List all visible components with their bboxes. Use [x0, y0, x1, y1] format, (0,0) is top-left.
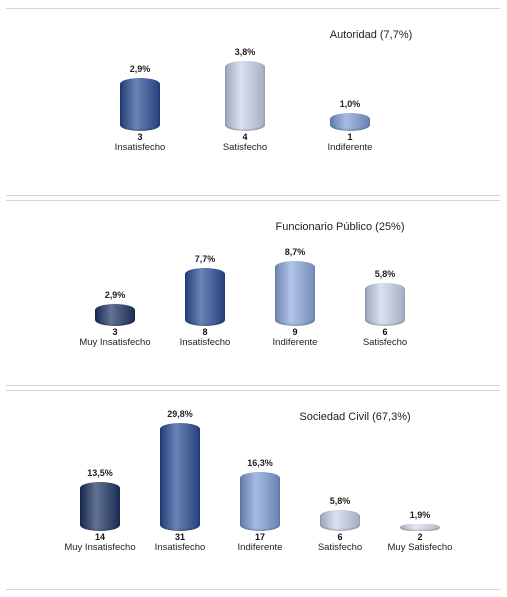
- x-tick-label: Indiferente: [327, 142, 373, 153]
- count-label: 17: [254, 532, 265, 542]
- chart-panel: Autoridad (7,7%) 2,9% 3 Insatisfecho 3,8% 4 Sa…: [6, 8, 500, 196]
- count-label: 8: [202, 327, 208, 337]
- count-label: 14: [94, 532, 105, 542]
- count-label: 2: [417, 532, 423, 542]
- count-label: 3: [137, 132, 143, 142]
- value-label: 1,9%: [409, 510, 431, 521]
- value-label: 5,8%: [329, 495, 351, 506]
- count-label: 9: [292, 327, 298, 337]
- bar: [225, 61, 265, 131]
- bar: [275, 261, 315, 326]
- x-tick-label: Satisfecho: [362, 337, 408, 348]
- value-label: 3,8%: [234, 47, 256, 57]
- chart-title: Sociedad Civil (67,3%): [299, 411, 411, 423]
- x-tick-label: Satisfecho: [317, 542, 363, 553]
- x-tick-label: Muy Satisfecho: [387, 542, 453, 553]
- chart-title: Autoridad (7,7%): [329, 29, 413, 41]
- value-label: 8,7%: [284, 247, 306, 257]
- x-tick-label: Insatisfecho: [179, 337, 231, 348]
- chart-title: Funcionario Público (25%): [275, 221, 405, 233]
- x-tick-label: Indiferente: [237, 542, 283, 553]
- count-label: 6: [382, 327, 388, 337]
- x-tick-label: Muy Insatisfecho: [64, 542, 136, 553]
- value-label: 1,0%: [339, 98, 361, 109]
- count-label: 1: [347, 132, 353, 142]
- bar: [330, 112, 370, 131]
- bar: [365, 282, 405, 326]
- value-label: 5,8%: [374, 268, 396, 279]
- count-label: 6: [337, 532, 343, 542]
- value-label: 13,5%: [87, 468, 113, 479]
- bar: [185, 268, 225, 326]
- bar: [320, 509, 360, 531]
- value-label: 16,3%: [247, 457, 273, 468]
- value-label: 2,9%: [104, 290, 126, 301]
- bar: [80, 482, 120, 531]
- count-label: 3: [112, 327, 118, 337]
- x-tick-label: Satisfecho: [222, 142, 268, 153]
- bar: [400, 524, 440, 531]
- chart-panel: Sociedad Civil (67,3%) 13,5% 14 Muy Insatis…: [6, 390, 500, 590]
- count-label: 31: [174, 532, 185, 542]
- bar: [120, 77, 160, 131]
- x-tick-label: Muy Insatisfecho: [79, 337, 151, 348]
- bar: [160, 423, 200, 531]
- x-tick-label: Insatisfecho: [114, 142, 166, 153]
- value-label: 2,9%: [129, 63, 151, 74]
- chart-panel: Funcionario Público (25%) 2,9% 3 Muy Insati…: [6, 200, 500, 386]
- count-label: 4: [242, 132, 248, 142]
- bar: [240, 471, 280, 531]
- x-tick-label: Indiferente: [272, 337, 318, 348]
- value-label: 7,7%: [194, 254, 216, 265]
- value-label: 29,8%: [167, 409, 193, 419]
- x-tick-label: Insatisfecho: [154, 542, 206, 553]
- bar: [95, 304, 135, 326]
